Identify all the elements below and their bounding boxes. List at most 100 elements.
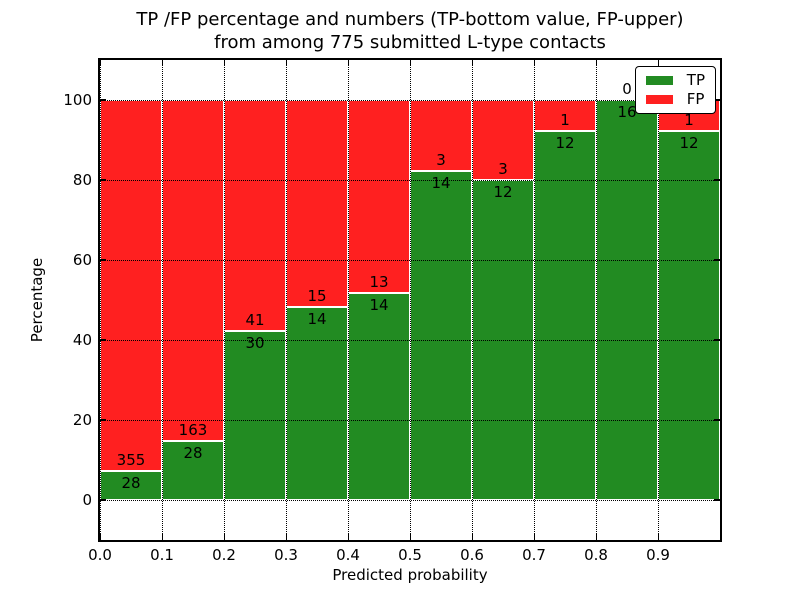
- bar-fp-segment: [348, 100, 410, 293]
- y-tick-label: 60: [72, 251, 92, 269]
- y-tick-mark: [714, 259, 720, 261]
- bar-tp-segment: [658, 130, 720, 500]
- y-tick-mark: [714, 339, 720, 341]
- y-tick-label: 80: [72, 171, 92, 189]
- y-tick-label: 40: [72, 331, 92, 349]
- bar-fp-segment: [162, 100, 224, 442]
- bar-tp-segment: [224, 330, 286, 500]
- x-tick-mark: [99, 60, 101, 66]
- tp-count-label: 14: [431, 173, 451, 192]
- fp-count-label: 1: [684, 110, 694, 129]
- v-gridline: [534, 60, 535, 540]
- y-tick-mark: [100, 419, 106, 421]
- fp-count-label: 3: [498, 160, 508, 178]
- x-tick-label: 0.7: [522, 546, 546, 564]
- y-tick-label: 100: [63, 91, 92, 109]
- tp-count-label: 12: [679, 133, 699, 152]
- x-axis-label: Predicted probability: [332, 566, 488, 584]
- v-gridline: [658, 60, 659, 540]
- y-tick-mark: [714, 419, 720, 421]
- tp-count-label: 14: [307, 309, 327, 328]
- plot-area: TP FP 355 28 163 28 41 30 15 14 13 14 3 14 3 12 1 12 0 16 1…: [98, 58, 722, 542]
- x-tick-label: 0.5: [398, 546, 422, 564]
- x-tick-mark: [409, 60, 411, 66]
- x-tick-mark: [161, 60, 163, 66]
- y-tick-mark: [100, 499, 106, 501]
- x-tick-label: 0.8: [584, 546, 608, 564]
- chart-title-line1: TP /FP percentage and numbers (TP-bottom…: [136, 9, 684, 30]
- x-tick-mark: [285, 60, 287, 66]
- chart-title-line2: from among 775 submitted L-type contacts: [214, 32, 606, 53]
- bar-fp-segment: [224, 100, 286, 331]
- x-tick-mark: [471, 60, 473, 66]
- bar-fp-segment: [100, 100, 162, 471]
- tp-count-label: 16: [617, 103, 637, 121]
- x-tick-mark: [533, 60, 535, 66]
- fp-count-label: 0: [622, 80, 632, 98]
- legend: TP FP: [634, 66, 716, 114]
- x-tick-label: 0.3: [274, 546, 298, 564]
- x-tick-mark: [595, 534, 597, 540]
- x-tick-label: 0.6: [460, 546, 484, 564]
- tp-legend-swatch-icon: [645, 76, 673, 85]
- tp-count-label: 28: [121, 473, 141, 492]
- v-gridline: [224, 60, 225, 540]
- v-gridline: [472, 60, 473, 540]
- fp-count-label: 3: [436, 150, 446, 169]
- y-tick-mark: [714, 99, 720, 101]
- x-tick-mark: [347, 534, 349, 540]
- bar-tp-segment: [162, 441, 224, 500]
- x-tick-label: 0.1: [150, 546, 174, 564]
- legend-label: TP: [686, 71, 705, 89]
- tp-count-label: 12: [555, 133, 575, 152]
- bar-tp-segment: [348, 292, 410, 500]
- chart-title: TP /FP percentage and numbers (TP-bottom…: [90, 8, 730, 54]
- x-tick-mark: [161, 534, 163, 540]
- legend-entry: TP: [645, 71, 705, 89]
- v-gridline: [100, 60, 101, 540]
- tp-count-label: 30: [245, 333, 265, 352]
- tp-count-label: 12: [493, 183, 513, 201]
- fp-count-label: 13: [369, 272, 389, 291]
- y-tick-label: 20: [72, 411, 92, 429]
- x-tick-label: 0.4: [336, 546, 360, 564]
- y-tick-mark: [714, 499, 720, 501]
- fp-count-label: 355: [116, 450, 146, 469]
- x-tick-mark: [347, 60, 349, 66]
- legend-entry: FP: [645, 90, 705, 108]
- x-tick-label: 0.9: [646, 546, 670, 564]
- fp-count-label: 1: [560, 110, 570, 129]
- v-gridline: [348, 60, 349, 540]
- fp-count-label: 41: [245, 310, 265, 329]
- v-gridline: [286, 60, 287, 540]
- y-tick-mark: [100, 99, 106, 101]
- y-tick-label: 0: [82, 491, 92, 509]
- bar-fp-segment: [286, 100, 348, 307]
- fp-legend-swatch-icon: [645, 95, 673, 104]
- y-tick-mark: [100, 259, 106, 261]
- x-tick-label: 0.0: [88, 546, 112, 564]
- bar-tp-segment: [534, 130, 596, 500]
- x-tick-mark: [657, 60, 659, 66]
- fp-count-label: 163: [178, 421, 208, 440]
- x-tick-mark: [657, 534, 659, 540]
- y-axis-label: Percentage: [28, 257, 46, 343]
- x-tick-mark: [223, 534, 225, 540]
- x-tick-mark: [595, 60, 597, 66]
- x-tick-mark: [285, 534, 287, 540]
- bar-tp-segment: [100, 470, 162, 500]
- y-tick-mark: [100, 179, 106, 181]
- v-gridline: [162, 60, 163, 540]
- x-tick-mark: [533, 534, 535, 540]
- bar-tp-segment: [596, 100, 658, 500]
- x-tick-mark: [471, 534, 473, 540]
- tp-count-label: 28: [183, 444, 203, 463]
- legend-label: FP: [686, 90, 705, 108]
- v-gridline: [410, 60, 411, 540]
- x-tick-label: 0.2: [212, 546, 236, 564]
- bar-tp-segment: [286, 306, 348, 500]
- x-tick-mark: [409, 534, 411, 540]
- y-tick-mark: [100, 339, 106, 341]
- v-gridline: [596, 60, 597, 540]
